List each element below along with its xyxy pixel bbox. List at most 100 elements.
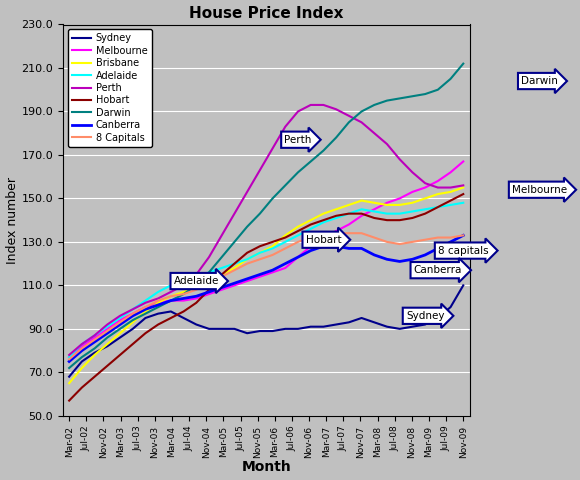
Perth: [256, 167, 263, 173]
Perth: [180, 283, 187, 288]
Canberra: [155, 302, 162, 308]
Melbourne: [295, 254, 302, 260]
Melbourne: [371, 206, 378, 212]
8 Capitals: [205, 280, 212, 286]
Melbourne: [269, 269, 276, 275]
Text: Perth: Perth: [284, 135, 311, 145]
Adelaide: [307, 226, 314, 232]
Hobart: [104, 363, 111, 369]
Brisbane: [371, 200, 378, 205]
8 Capitals: [168, 293, 175, 299]
Darwin: [168, 298, 175, 303]
Melbourne: [129, 311, 136, 316]
Hobart: [409, 215, 416, 221]
Darwin: [422, 91, 429, 97]
Melbourne: [434, 178, 441, 184]
Darwin: [142, 311, 149, 316]
Melbourne: [447, 169, 454, 175]
Adelaide: [193, 274, 200, 279]
8 Capitals: [282, 246, 289, 252]
Hobart: [180, 309, 187, 314]
Brisbane: [218, 272, 225, 277]
Darwin: [231, 239, 238, 245]
Canberra: [205, 289, 212, 295]
Adelaide: [282, 239, 289, 245]
Sydney: [142, 315, 149, 321]
Brisbane: [447, 189, 454, 195]
Sydney: [358, 315, 365, 321]
Text: Adelaide: Adelaide: [173, 276, 219, 286]
Text: 8 capitals: 8 capitals: [438, 246, 488, 255]
Darwin: [307, 158, 314, 164]
Hobart: [168, 315, 175, 321]
8 Capitals: [104, 328, 111, 334]
Sydney: [269, 328, 276, 334]
Melbourne: [409, 189, 416, 195]
Adelaide: [129, 306, 136, 312]
Melbourne: [104, 326, 111, 332]
8 Capitals: [447, 235, 454, 240]
Hobart: [218, 272, 225, 277]
Melbourne: [66, 354, 72, 360]
8 Capitals: [295, 239, 302, 245]
Sydney: [282, 326, 289, 332]
Canberra: [117, 322, 124, 327]
Brisbane: [142, 309, 149, 314]
Text: Melbourne: Melbourne: [512, 185, 567, 195]
Sydney: [117, 335, 124, 340]
Hobart: [320, 217, 327, 223]
Line: Hobart: Hobart: [69, 194, 463, 401]
Hobart: [117, 352, 124, 358]
Hobart: [231, 261, 238, 266]
Darwin: [180, 291, 187, 297]
Adelaide: [371, 209, 378, 215]
Darwin: [256, 211, 263, 216]
Adelaide: [383, 211, 390, 216]
Hobart: [66, 398, 72, 404]
Adelaide: [269, 246, 276, 252]
Perth: [78, 341, 85, 347]
Hobart: [345, 211, 352, 216]
Adelaide: [295, 232, 302, 238]
Sydney: [447, 304, 454, 310]
8 Capitals: [422, 237, 429, 242]
8 Capitals: [358, 230, 365, 236]
Darwin: [396, 96, 403, 101]
Brisbane: [129, 320, 136, 325]
Canberra: [383, 256, 390, 262]
Line: Sydney: Sydney: [69, 286, 463, 377]
Perth: [333, 107, 340, 112]
Darwin: [345, 120, 352, 125]
Canberra: [333, 243, 340, 249]
Melbourne: [358, 213, 365, 219]
Darwin: [383, 98, 390, 104]
Hobart: [129, 341, 136, 347]
8 Capitals: [396, 241, 403, 247]
8 Capitals: [409, 239, 416, 245]
Perth: [117, 313, 124, 319]
8 Capitals: [91, 337, 98, 343]
Sydney: [218, 326, 225, 332]
Perth: [142, 300, 149, 306]
Canberra: [256, 272, 263, 277]
Line: Canberra: Canberra: [69, 235, 463, 361]
Darwin: [409, 94, 416, 99]
8 Capitals: [460, 232, 467, 238]
Sydney: [345, 320, 352, 325]
Sydney: [434, 315, 441, 321]
Perth: [345, 113, 352, 119]
Sydney: [104, 343, 111, 349]
Brisbane: [168, 293, 175, 299]
Canberra: [320, 243, 327, 249]
Perth: [358, 120, 365, 125]
Canberra: [345, 246, 352, 252]
8 Capitals: [320, 232, 327, 238]
Brisbane: [78, 365, 85, 371]
Adelaide: [447, 202, 454, 208]
Sydney: [295, 326, 302, 332]
Hobart: [91, 374, 98, 380]
8 Capitals: [117, 320, 124, 325]
Hobart: [282, 235, 289, 240]
Melbourne: [231, 283, 238, 288]
Sydney: [320, 324, 327, 330]
